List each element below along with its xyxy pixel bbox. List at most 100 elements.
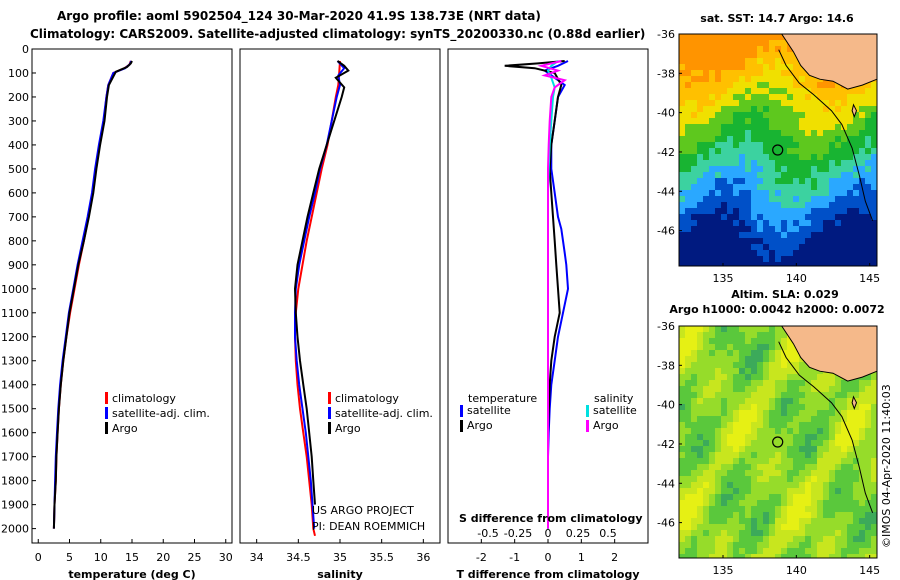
map-cell (745, 356, 751, 362)
map-cell (739, 368, 745, 374)
map-cell (685, 338, 691, 344)
map-cell (859, 154, 865, 160)
map-cell (685, 148, 691, 154)
map-cell (745, 256, 751, 262)
map-cell (841, 136, 847, 142)
map-cell (739, 58, 745, 64)
map-cell (787, 256, 793, 262)
map-cell (787, 398, 793, 404)
map-cell (775, 106, 781, 112)
map-cell (733, 76, 739, 82)
map-cell (817, 250, 823, 256)
map-cell (859, 262, 865, 266)
map-cell (865, 386, 871, 392)
depth-tick-label: 0 (22, 43, 29, 56)
map-cell (757, 440, 763, 446)
map-cell (703, 338, 709, 344)
map-cell (781, 178, 787, 184)
map-cell (835, 214, 841, 220)
map-cell (799, 202, 805, 208)
map-cell (853, 142, 859, 148)
map-cell (721, 374, 727, 380)
map-cell (679, 190, 685, 196)
map-cell (715, 356, 721, 362)
map-cell (721, 452, 727, 458)
map-cell (697, 446, 703, 452)
map-cell (841, 130, 847, 136)
map-cell (799, 494, 805, 500)
map-cell (715, 362, 721, 368)
map-cell (853, 238, 859, 244)
map-cell (787, 362, 793, 368)
map-cell (685, 70, 691, 76)
map-cell (787, 220, 793, 226)
map-cell (757, 332, 763, 338)
map-cell (871, 190, 877, 196)
map-cell (709, 356, 715, 362)
map-cell (727, 262, 733, 266)
map-cell (859, 470, 865, 476)
map-cell (835, 184, 841, 190)
map-cell (697, 326, 703, 332)
depth-tick-label: 1900 (1, 499, 29, 512)
map-cell (841, 434, 847, 440)
map-cell (829, 88, 835, 94)
map-cell (745, 446, 751, 452)
map-cell (853, 410, 859, 416)
map-cell (685, 416, 691, 422)
map-cell (787, 386, 793, 392)
map-cell (691, 470, 697, 476)
map-cell (775, 88, 781, 94)
map-cell (697, 362, 703, 368)
map-cell (745, 476, 751, 482)
map-cell (799, 434, 805, 440)
map-cell (685, 178, 691, 184)
map-cell (679, 142, 685, 148)
map-cell (745, 214, 751, 220)
map-cell (865, 202, 871, 208)
map-cell (793, 118, 799, 124)
map-cell (817, 524, 823, 530)
map-cell (787, 148, 793, 154)
map-cell (721, 262, 727, 266)
map-cell (865, 106, 871, 112)
map-cell (745, 530, 751, 536)
map-cell (703, 530, 709, 536)
map-cell (745, 34, 751, 40)
map-cell (751, 422, 757, 428)
map-cell (859, 142, 865, 148)
map-cell (727, 518, 733, 524)
map-cell (811, 190, 817, 196)
map-cell (715, 94, 721, 100)
map-cell (727, 184, 733, 190)
map-cell (805, 488, 811, 494)
map-cell (727, 52, 733, 58)
map-cell (865, 488, 871, 494)
map-cell (817, 470, 823, 476)
difference-x-axis: -2 -1 0 1 2 (476, 539, 618, 564)
map-cell (691, 500, 697, 506)
map-cell (697, 184, 703, 190)
map-cell (757, 166, 763, 172)
map-cell (847, 476, 853, 482)
map-cell (727, 470, 733, 476)
map-cell (697, 506, 703, 512)
legend-swatch-t-satellite (460, 405, 463, 417)
map-cell (751, 494, 757, 500)
depth-tick-label: 600 (8, 187, 29, 200)
map-cell (847, 172, 853, 178)
map-cell (703, 208, 709, 214)
map-cell (703, 380, 709, 386)
map-cell (709, 178, 715, 184)
map-cell (739, 238, 745, 244)
map-cell (871, 512, 877, 518)
map-cell (823, 470, 829, 476)
map-cell (733, 226, 739, 232)
map-cell (793, 506, 799, 512)
map-cell (829, 82, 835, 88)
map-cell (787, 70, 793, 76)
map-cell (811, 422, 817, 428)
map-cell (859, 506, 865, 512)
map-cell (721, 434, 727, 440)
map-cell (829, 112, 835, 118)
